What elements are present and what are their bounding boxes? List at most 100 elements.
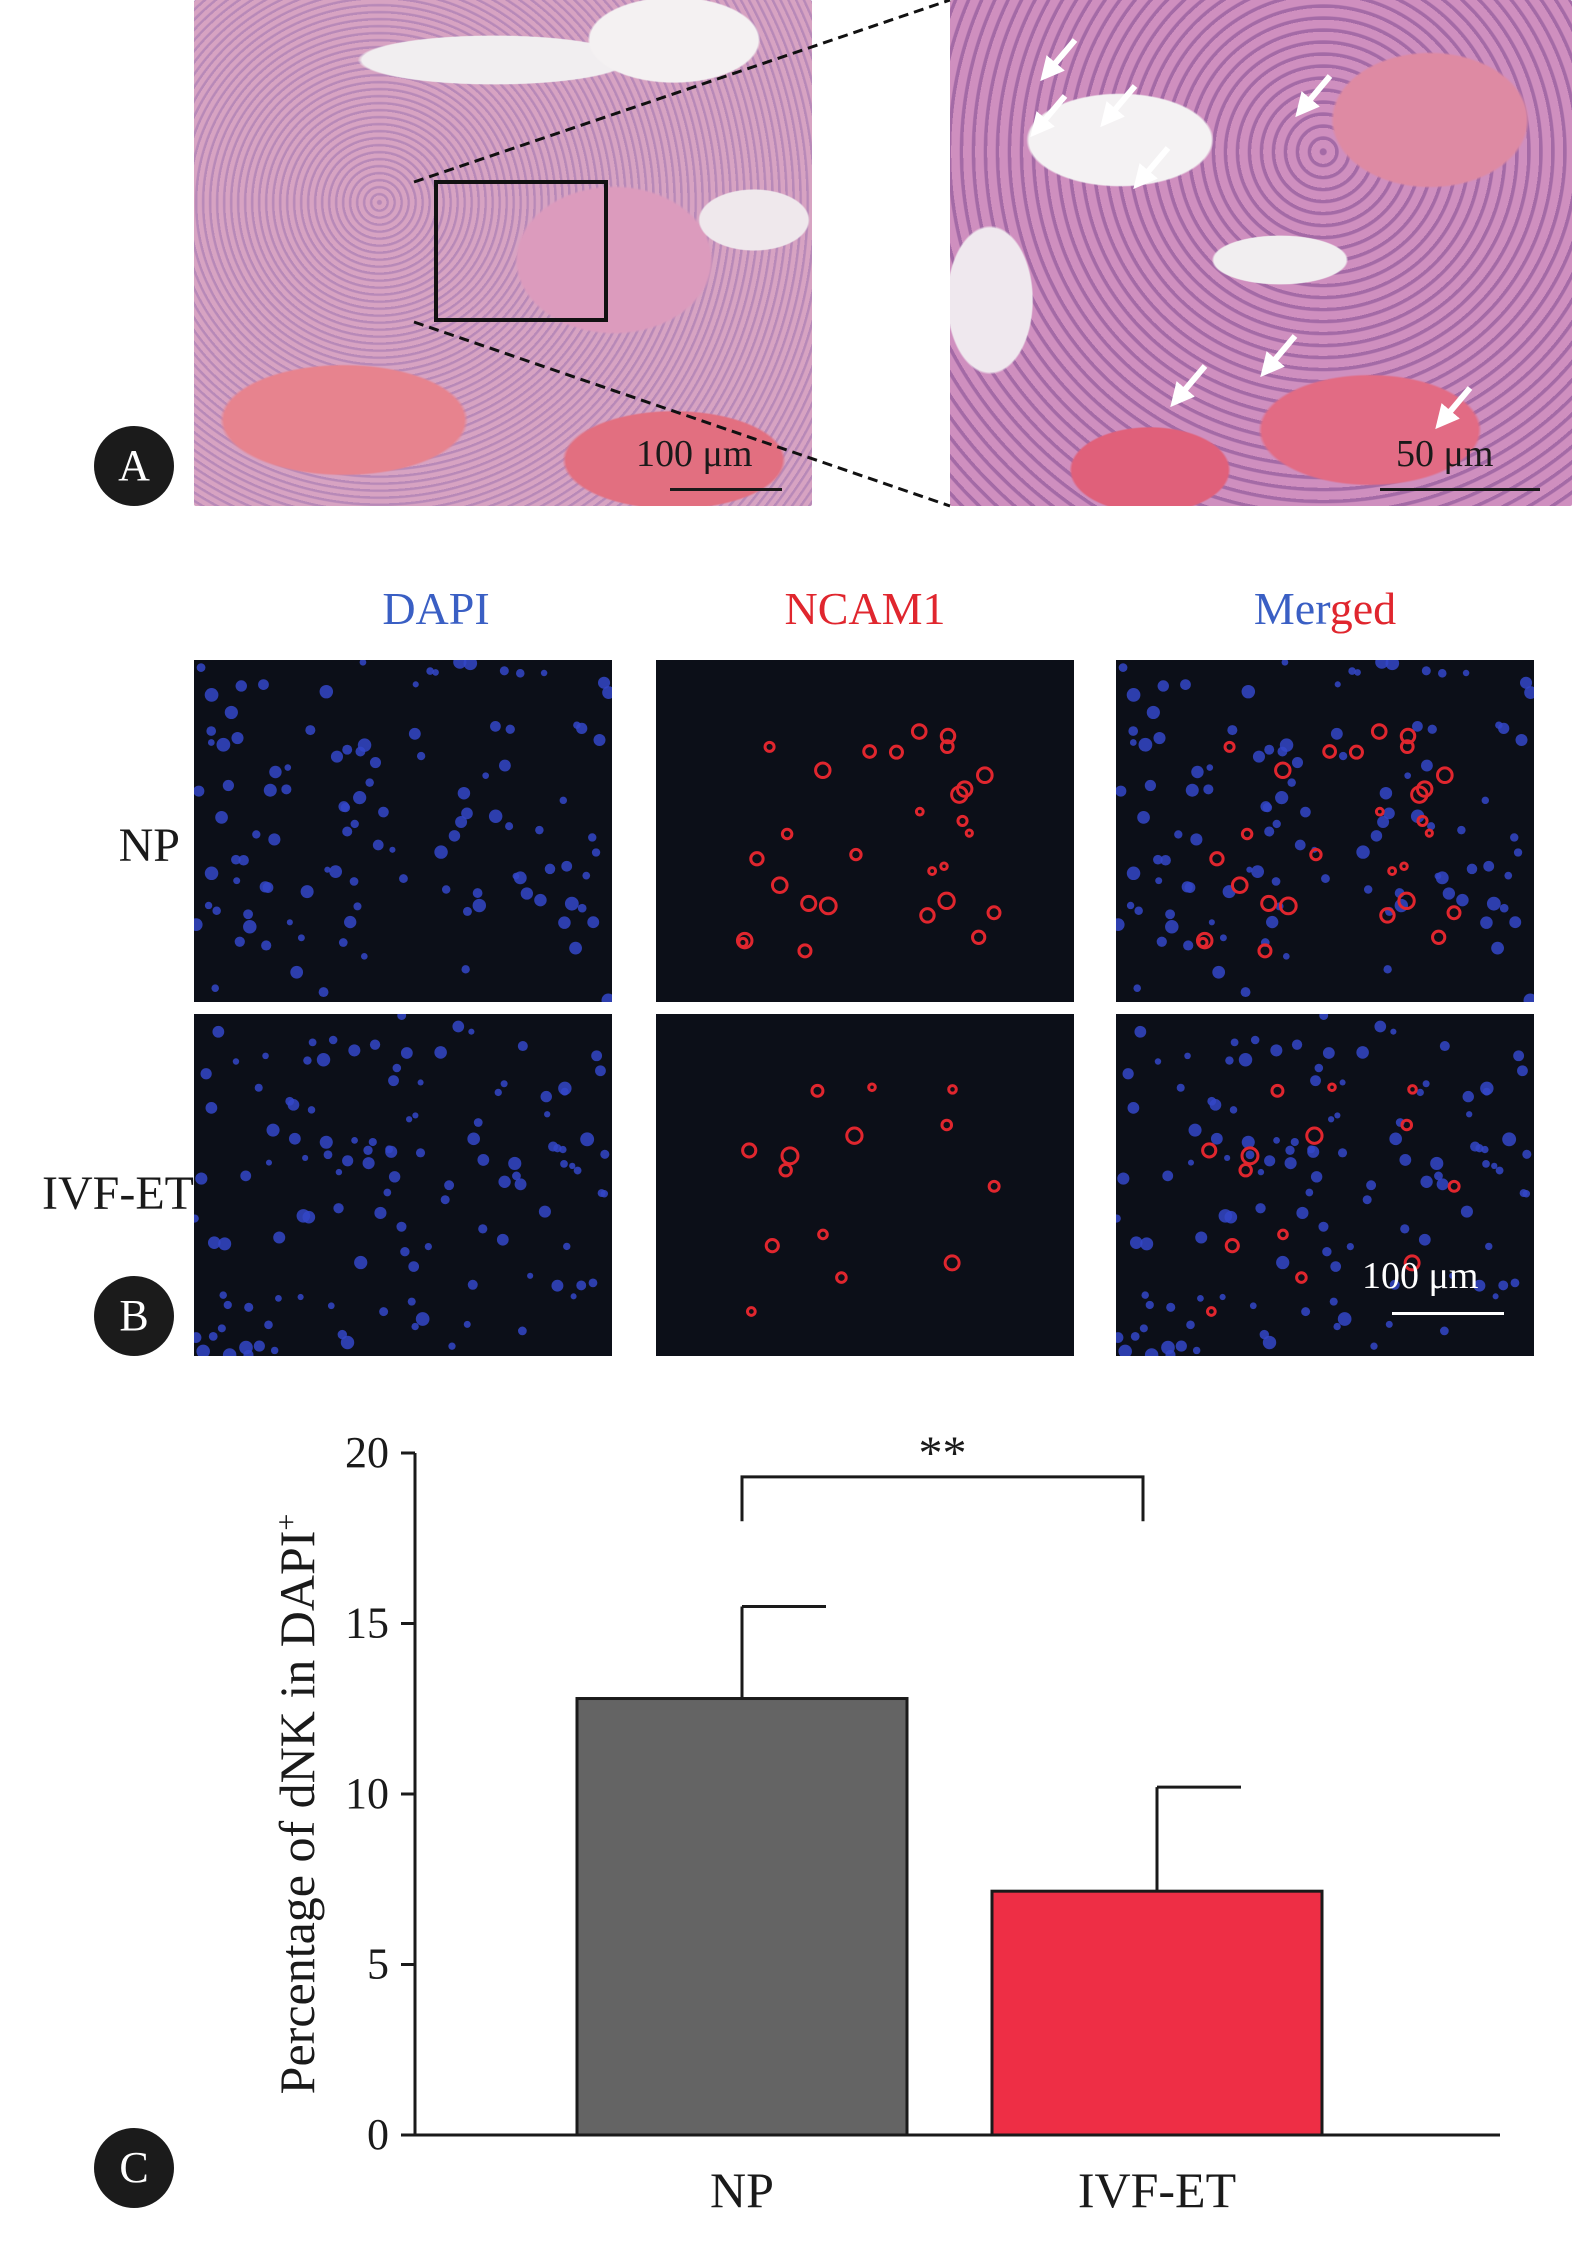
dapi-nucleus <box>319 684 334 699</box>
dapi-nucleus <box>593 734 606 746</box>
dapi-nucleus <box>392 1063 402 1073</box>
dapi-nucleus <box>194 918 203 931</box>
dapi-nucleus <box>600 1149 610 1159</box>
dapi-nucleus <box>478 1224 488 1234</box>
dapi-nucleus <box>408 727 421 740</box>
dapi-nucleus <box>500 1080 508 1088</box>
dapi-nucleus <box>1160 854 1171 866</box>
dapi-nucleus <box>1495 1166 1504 1175</box>
dapi-nucleus <box>1264 826 1275 837</box>
ncam1-cell <box>947 1084 958 1095</box>
dapi-nucleus <box>400 1047 413 1059</box>
y-tick-label: 0 <box>367 2110 389 2159</box>
dapi-nucleus <box>1225 1056 1234 1065</box>
dapi-nucleus <box>222 1348 237 1356</box>
ncam1-cell <box>1399 739 1415 755</box>
dapi-nucleus <box>570 1293 577 1300</box>
ncam1-cell <box>1274 761 1292 780</box>
ncam1-cell <box>849 847 863 862</box>
ncam1-cell <box>888 744 904 760</box>
dapi-nucleus <box>534 893 547 907</box>
dapi-nucleus <box>397 1014 407 1020</box>
dapi-nucleus <box>365 778 374 787</box>
dapi-nucleus <box>1210 1132 1223 1145</box>
scale-bar-a-left <box>670 488 782 491</box>
dapi-nucleus <box>1486 896 1501 911</box>
dapi-nucleus <box>1491 1162 1498 1170</box>
dapi-nucleus <box>1192 1346 1201 1355</box>
dapi-nucleus <box>340 1335 355 1350</box>
ncam1-cell <box>1379 907 1396 924</box>
dapi-nucleus <box>1466 1111 1473 1118</box>
dapi-nucleus <box>1296 1206 1309 1220</box>
dapi-nucleus <box>1354 669 1361 676</box>
dapi-nucleus <box>194 785 205 797</box>
dapi-nucleus <box>372 839 384 851</box>
ncam1-cell <box>1295 1271 1308 1284</box>
dapi-nucleus <box>1277 746 1288 757</box>
dapi-nucleus <box>494 1088 502 1097</box>
dapi-nucleus <box>1249 1302 1257 1310</box>
ncam1-cell <box>939 861 949 871</box>
dapi-nucleus <box>434 845 448 859</box>
y-tick-label: 5 <box>367 1940 389 1989</box>
dapi-nucleus <box>368 1137 377 1147</box>
dapi-nucleus <box>1466 863 1478 875</box>
dapi-nucleus <box>1116 785 1127 797</box>
dapi-nucleus <box>1462 1090 1474 1103</box>
dapi-nucleus <box>1165 920 1179 934</box>
ncam1-cell <box>1257 943 1273 959</box>
dapi-nucleus <box>1252 750 1266 763</box>
dapi-nucleus <box>1240 987 1251 998</box>
dapi-nucleus <box>287 1099 300 1111</box>
dapi-nucleus <box>297 934 305 942</box>
dapi-nucleus <box>468 1028 475 1035</box>
dapi-nucleus <box>412 1112 419 1119</box>
dapi-nucleus <box>453 660 467 669</box>
dapi-nucleus <box>1498 722 1510 734</box>
ncam1-cell <box>975 766 994 785</box>
dapi-nucleus <box>342 826 353 837</box>
scale-label-a-left: 100 μm <box>636 433 753 475</box>
white-arrow-icon <box>1040 38 1078 82</box>
dapi-nucleus <box>363 1145 373 1155</box>
dapi-nucleus <box>424 1243 432 1251</box>
dapi-nucleus <box>1175 1340 1187 1352</box>
dapi-nucleus <box>434 1046 447 1059</box>
dapi-nucleus <box>379 1307 389 1317</box>
ncam1-cell <box>1305 1126 1324 1145</box>
dapi-nucleus <box>540 669 548 677</box>
dapi-nucleus <box>1416 1088 1424 1097</box>
dapi-nucleus <box>412 681 419 688</box>
dapi-nucleus <box>415 1148 426 1158</box>
dapi-nucleus <box>1374 1020 1387 1033</box>
dapi-nucleus <box>1241 684 1256 699</box>
bar-chart: 0 5 10 15 20 Percentage of dNK in DAPI+ NP IVF-… <box>0 1380 1575 2254</box>
dapi-nucleus <box>330 750 344 763</box>
dapi-nucleus <box>258 679 269 691</box>
dapi-nucleus <box>1515 734 1528 746</box>
dapi-nucleus <box>512 1171 521 1181</box>
dapi-nucleus <box>268 833 281 846</box>
dapi-nucleus <box>338 938 348 947</box>
dapi-nucleus <box>1127 1102 1140 1114</box>
ncam1-cell <box>1399 727 1417 745</box>
dapi-nucleus <box>1504 871 1513 880</box>
dapi-nucleus <box>559 796 568 805</box>
dapi-nucleus <box>206 726 217 736</box>
ncam1-cell <box>1424 828 1434 838</box>
ncam1-cell <box>1309 847 1323 862</box>
ncam1-cell <box>986 905 1002 921</box>
fluor-np-dapi <box>194 660 612 1002</box>
dapi-nucleus <box>1329 1297 1338 1306</box>
dapi-nucleus <box>1410 809 1425 823</box>
dapi-nucleus <box>564 896 579 911</box>
dapi-nucleus <box>308 1038 317 1047</box>
dapi-nucleus <box>1330 727 1343 740</box>
dapi-nucleus <box>577 903 587 913</box>
dapi-nucleus <box>328 1035 338 1045</box>
dapi-nucleus <box>514 1178 527 1191</box>
dapi-nucleus <box>544 863 556 875</box>
dapi-nucleus <box>457 786 471 800</box>
ncam1-cell <box>763 740 776 753</box>
